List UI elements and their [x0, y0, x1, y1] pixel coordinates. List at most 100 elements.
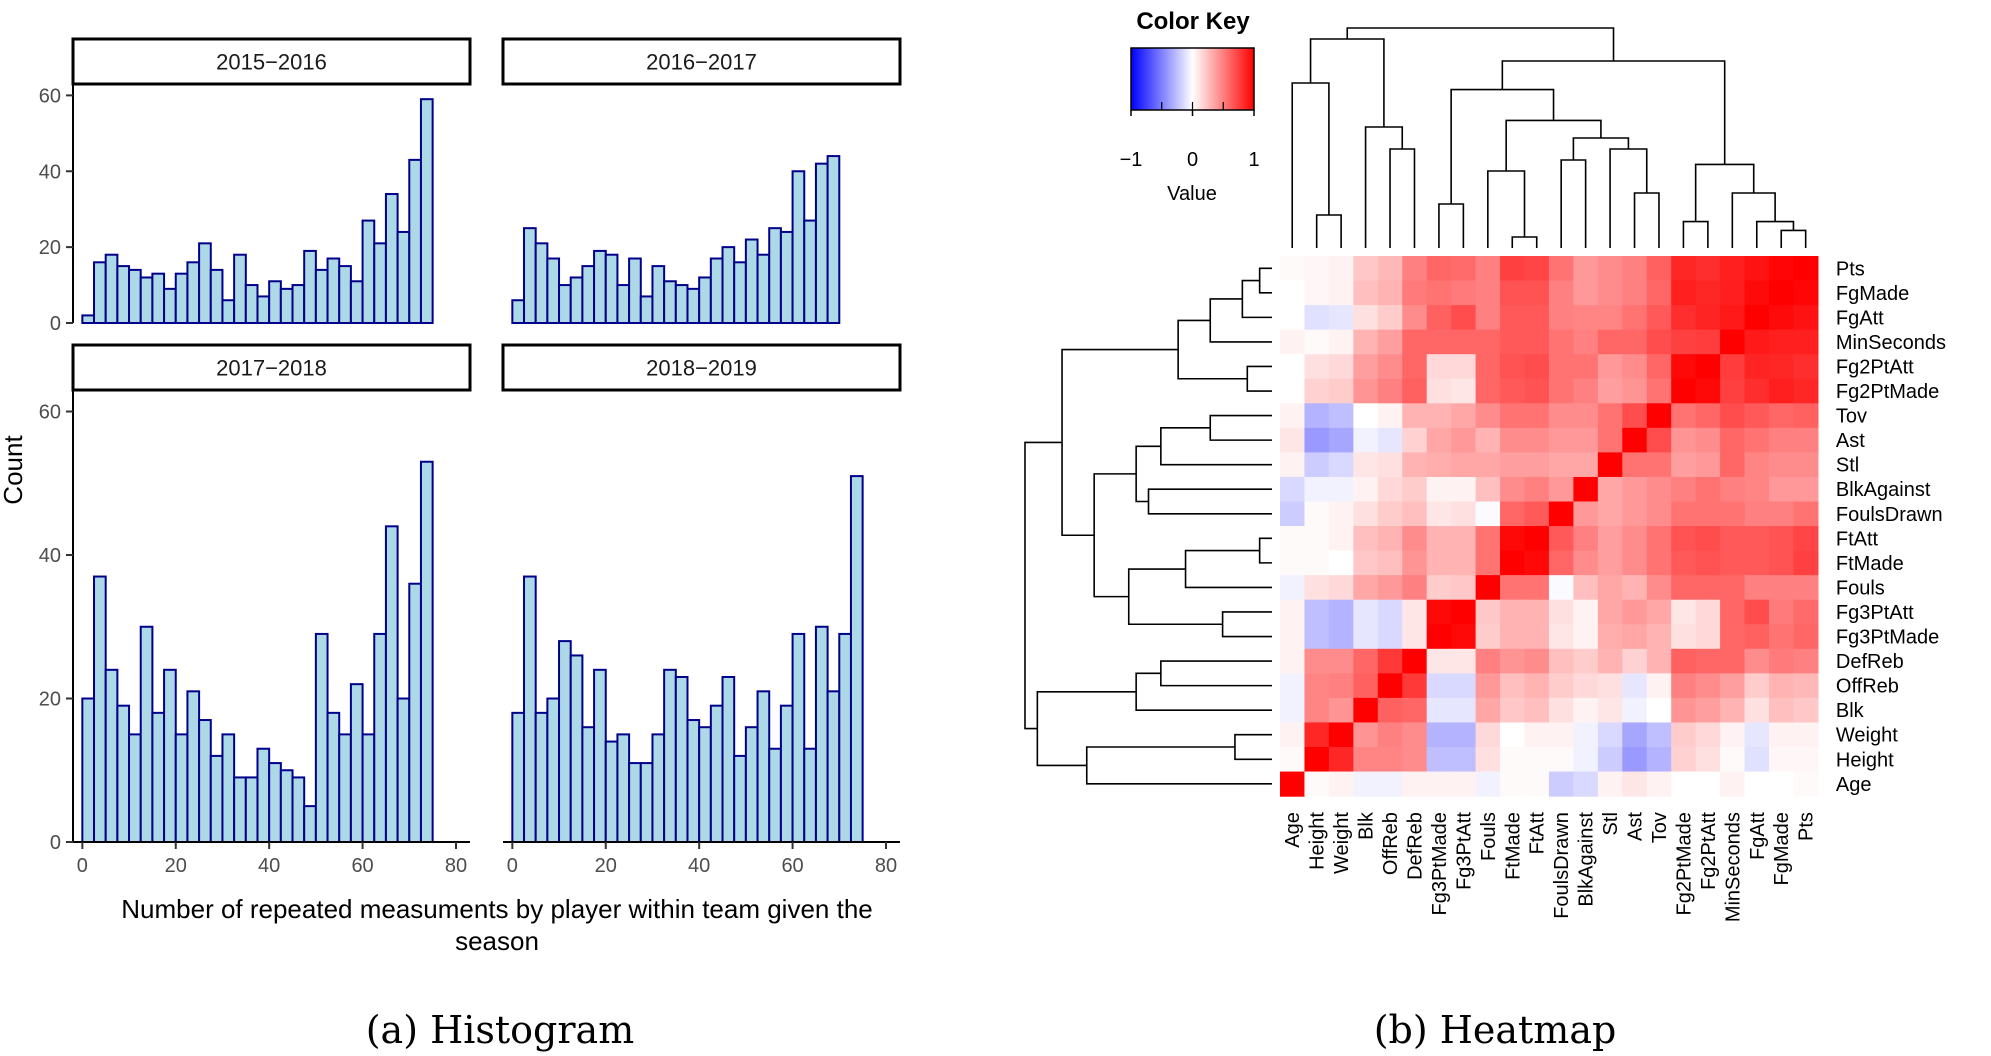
heatmap-cell [1597, 526, 1623, 552]
heatmap-cell [1573, 747, 1599, 773]
heatmap-cell [1475, 256, 1501, 282]
heatmap-cell [1304, 526, 1330, 552]
heatmap-cell [1500, 280, 1526, 306]
heatmap-cell [1671, 354, 1697, 380]
heatmap-cell [1793, 280, 1819, 306]
heatmap-chart: PtsFgMadeFgAttMinSecondsFg2PtAttFg2PtMad… [1024, 8, 1946, 922]
heatmap-cell [1524, 697, 1550, 724]
heatmap-cell [1377, 501, 1403, 527]
heatmap-cell [1622, 354, 1648, 380]
heatmap-cell [1475, 550, 1501, 576]
heatmap-cell [1377, 575, 1403, 601]
heatmap-cell [1597, 722, 1623, 748]
histogram-bar [511, 299, 526, 325]
heatmap-cell [1573, 329, 1599, 355]
histogram-bar [534, 242, 549, 324]
histogram-bar [326, 257, 341, 324]
heatmap-cell [1377, 354, 1403, 380]
heatmap-cell [1304, 256, 1330, 282]
x-tick-label: 60 [351, 855, 373, 877]
heatmap-cell [1548, 476, 1574, 503]
heatmap-cell [1548, 697, 1574, 724]
heatmap-cell [1548, 403, 1574, 429]
facet-strip [71, 343, 472, 392]
heatmap-cell [1548, 648, 1574, 674]
heatmap-cell [1451, 673, 1477, 699]
heatmap-cell [1377, 722, 1403, 748]
heatmap-cell [1426, 697, 1452, 724]
heatmap-cell [1793, 427, 1819, 453]
heatmap-cell [1426, 354, 1452, 380]
heatmap-cell [1548, 280, 1574, 306]
heatmap-cell [1744, 550, 1770, 576]
heatmap-cell [1622, 648, 1648, 674]
heatmap-cell [1793, 305, 1819, 331]
heatmap-cell [1524, 673, 1550, 699]
row-label: Fg3PtAtt [1836, 602, 1914, 624]
y-tick-label: 40 [39, 161, 61, 183]
heatmap-cell [1353, 501, 1379, 527]
heatmap-cell [1671, 403, 1697, 429]
row-label: Age [1836, 774, 1872, 796]
histogram-bar [233, 776, 247, 844]
color-key-tick-label: −1 [1120, 149, 1143, 171]
heatmap-cell [1524, 256, 1550, 282]
heatmap-cell [1671, 771, 1697, 797]
heatmap-cell [1304, 280, 1330, 306]
heatmap-cell [1426, 501, 1452, 527]
row-label: FtAtt [1836, 528, 1879, 550]
column-label: FoulsDrawn [1551, 812, 1573, 919]
heatmap-cell [1720, 747, 1746, 773]
x-tick-label: 80 [875, 855, 897, 877]
heatmap-cell [1353, 722, 1379, 748]
dendrogram-branch [1346, 27, 1615, 61]
row-label: FgMade [1836, 283, 1909, 305]
facet-title: 2015−2016 [216, 50, 327, 75]
heatmap-cell [1377, 624, 1403, 650]
histogram-bar [721, 675, 736, 843]
heatmap-cell [1769, 476, 1795, 503]
heatmap-cell [1720, 697, 1746, 724]
heatmap-cell [1769, 526, 1795, 552]
y-tick-label: 0 [50, 832, 61, 854]
heatmap-cell [1622, 403, 1648, 429]
heatmap-cell [1328, 305, 1354, 331]
x-tick-label: 20 [595, 855, 617, 877]
histogram-bar [384, 193, 399, 324]
heatmap-cell [1426, 599, 1452, 625]
heatmap-cell [1353, 476, 1379, 503]
heatmap-cell [1548, 550, 1574, 576]
heatmap-cell [1451, 624, 1477, 650]
dendrogram-branch [1364, 126, 1404, 248]
heatmap-cell [1426, 526, 1452, 552]
heatmap-cell [1744, 697, 1770, 724]
heatmap-cell [1548, 501, 1574, 527]
heatmap-cell [1304, 771, 1330, 797]
heatmap-cell [1720, 648, 1746, 674]
heatmap-cell [1328, 722, 1354, 748]
histogram-bar [361, 733, 376, 844]
heatmap-cell [1548, 305, 1574, 331]
histogram-bar [628, 257, 642, 324]
heatmap-cell [1573, 722, 1599, 748]
heatmap-cell [1451, 305, 1477, 331]
heatmap-cell [1646, 550, 1672, 576]
heatmap-cell [1793, 575, 1819, 601]
dendrogram-branch [1450, 88, 1555, 204]
heatmap-cell [1548, 722, 1574, 748]
x-axis-title-line1: Number of repeated measuments by player … [121, 894, 873, 924]
heatmap-cell [1451, 256, 1477, 282]
y-tick-label: 20 [39, 237, 61, 259]
histogram-bar [721, 246, 736, 324]
histogram-bar [139, 276, 154, 325]
heatmap-cell [1500, 378, 1526, 404]
heatmap-cell [1353, 575, 1379, 601]
heatmap-cell [1744, 747, 1770, 773]
column-label: FgAtt [1747, 812, 1769, 860]
dendrogram-branch [1160, 660, 1272, 687]
histogram-panel: 2015−2016 0 20 40 60 [39, 37, 472, 335]
heatmap-cell [1500, 403, 1526, 429]
heatmap-cell [1695, 452, 1721, 478]
heatmap-cell [1622, 697, 1648, 724]
heatmap-cell [1377, 747, 1403, 773]
